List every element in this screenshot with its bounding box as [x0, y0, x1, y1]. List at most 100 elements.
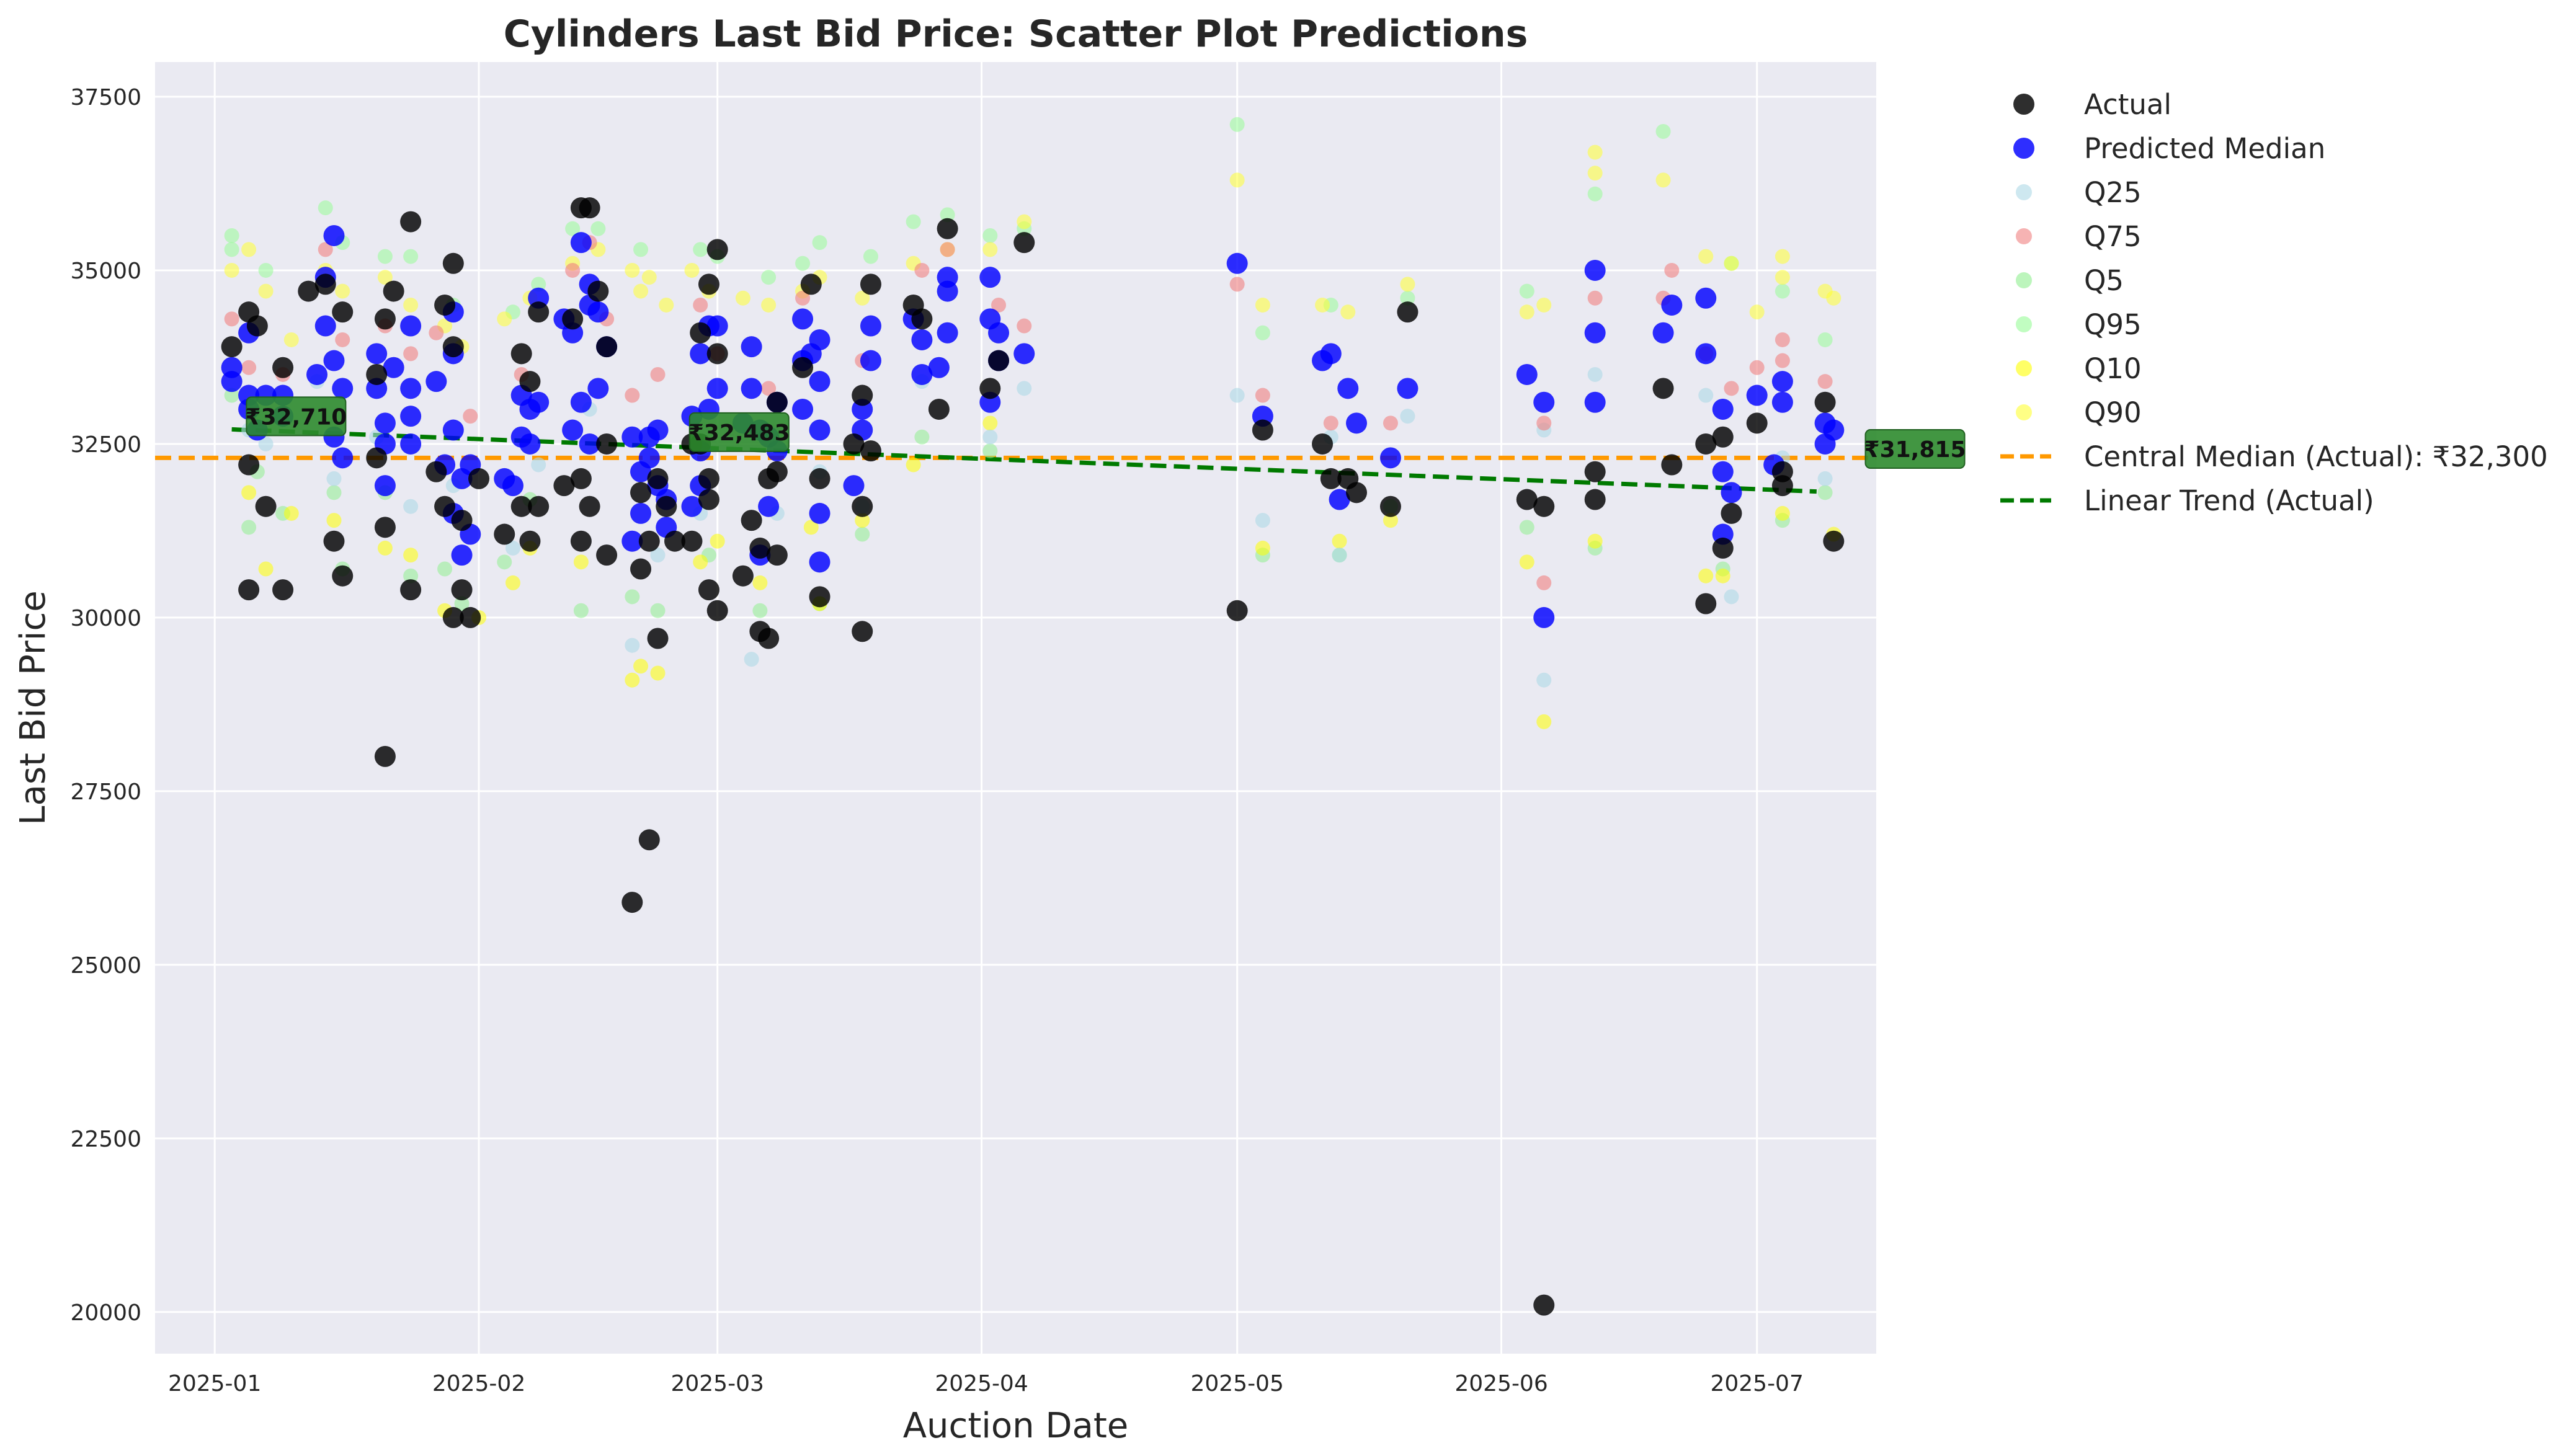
point-q75	[1255, 388, 1270, 403]
point-actual	[698, 273, 719, 295]
point-q90	[224, 262, 239, 278]
point-predicted-median	[860, 315, 881, 337]
point-q25	[1698, 388, 1714, 403]
point-predicted-median	[809, 329, 831, 350]
point-actual	[1712, 537, 1734, 559]
point-actual	[400, 579, 422, 601]
point-predicted-median	[1823, 419, 1845, 441]
point-actual	[570, 468, 592, 489]
point-predicted-median	[809, 502, 831, 524]
point-predicted-median	[400, 315, 422, 337]
point-q95	[633, 242, 649, 257]
point-actual	[706, 600, 728, 621]
point-predicted-median	[1695, 343, 1717, 365]
point-actual	[596, 433, 618, 455]
y-tick-label: 30000	[70, 606, 141, 631]
x-tick-label: 2025-06	[1454, 1371, 1548, 1396]
point-q90	[1826, 290, 1842, 306]
point-actual	[647, 468, 669, 489]
point-predicted-median	[323, 350, 345, 371]
point-predicted-median	[1771, 391, 1793, 413]
point-actual	[1226, 600, 1248, 621]
point-predicted-median	[1661, 294, 1683, 316]
point-q75	[565, 262, 581, 278]
point-predicted-median	[383, 357, 404, 378]
point-q90	[659, 297, 674, 313]
point-actual	[766, 391, 788, 413]
legend-item-q90: Q90	[2016, 396, 2142, 429]
legend-label: Central Median (Actual): ₹32,300	[2084, 440, 2548, 473]
annotation-box	[1864, 429, 1966, 469]
point-actual	[528, 495, 550, 517]
point-q5	[437, 561, 453, 577]
point-q90	[1655, 172, 1671, 188]
point-predicted-median	[792, 308, 814, 330]
legend-item-q75: Q75	[2016, 220, 2142, 253]
point-q25	[1255, 513, 1270, 528]
point-q75	[991, 297, 1007, 313]
x-tick-label: 2025-02	[432, 1371, 525, 1396]
point-actual	[1721, 502, 1742, 524]
point-q95	[1655, 123, 1671, 139]
point-actual	[1823, 530, 1845, 552]
y-axis-label: Last Bid Price	[13, 590, 53, 825]
point-q10	[326, 513, 342, 528]
point-q10	[1536, 714, 1552, 729]
linear-trend-line	[231, 427, 1817, 494]
point-q90	[1775, 249, 1790, 264]
point-q75	[1749, 360, 1765, 375]
point-q75	[1017, 318, 1032, 334]
point-actual	[366, 447, 388, 469]
point-actual	[434, 294, 456, 316]
point-predicted-median	[1584, 259, 1606, 281]
point-actual	[468, 468, 490, 489]
point-predicted-median	[306, 363, 328, 385]
point-actual	[553, 475, 575, 497]
point-q90	[625, 262, 640, 278]
annotation-box	[688, 412, 790, 452]
series-actual	[221, 197, 1845, 1316]
point-q75	[429, 325, 444, 340]
point-q10	[1698, 568, 1714, 584]
point-actual	[758, 628, 780, 649]
point-q25	[625, 637, 640, 653]
point-predicted-median	[809, 419, 831, 441]
point-q25	[1724, 589, 1739, 605]
point-predicted-median	[638, 447, 660, 469]
x-tick-label: 2025-01	[168, 1371, 261, 1396]
point-q75	[1775, 353, 1790, 368]
point-actual	[1771, 475, 1793, 497]
annotation-label: ₹32,483	[688, 420, 790, 446]
point-actual	[562, 308, 584, 330]
point-q5	[497, 554, 512, 570]
point-predicted-median	[1013, 343, 1035, 365]
point-q75	[403, 346, 419, 362]
y-tick-label: 25000	[70, 953, 141, 979]
point-actual	[706, 343, 728, 365]
point-q90	[1229, 172, 1245, 188]
point-predicted-median	[1712, 398, 1734, 420]
point-q75	[1229, 277, 1245, 292]
point-actual	[988, 350, 1010, 371]
point-actual	[332, 301, 354, 323]
point-q25	[1536, 672, 1552, 688]
point-q10	[752, 575, 768, 590]
point-actual	[425, 461, 447, 482]
point-predicted-median	[1721, 482, 1742, 504]
point-q75	[795, 290, 811, 306]
point-q25	[1017, 381, 1032, 396]
point-actual	[238, 454, 260, 476]
point-q95	[1587, 186, 1603, 202]
point-predicted-median	[519, 433, 541, 455]
point-predicted-median	[1226, 252, 1248, 274]
point-q95	[224, 228, 239, 243]
point-actual	[510, 495, 532, 517]
point-q90	[1775, 270, 1790, 285]
point-q75	[1587, 290, 1603, 306]
point-actual	[911, 308, 933, 330]
point-q10	[650, 665, 666, 681]
point-predicted-median	[1584, 322, 1606, 344]
point-actual	[1312, 433, 1334, 455]
point-actual	[852, 495, 873, 517]
point-actual	[698, 489, 719, 510]
